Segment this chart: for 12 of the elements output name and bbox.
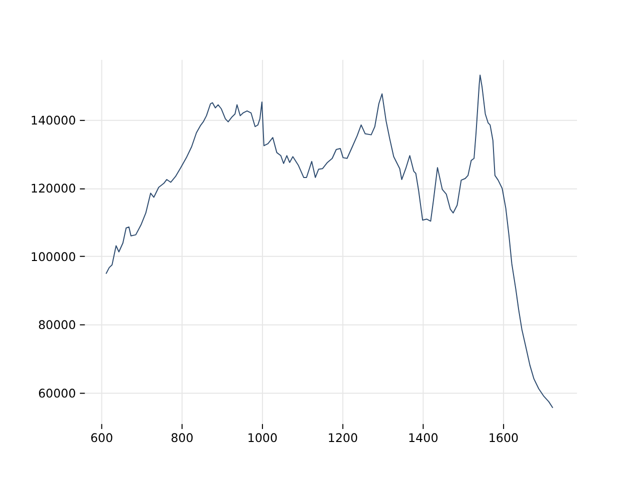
x-tick-label: 1600 — [488, 430, 519, 445]
x-tick-label: 1400 — [408, 430, 438, 445]
x-tick-label: 1200 — [328, 430, 358, 445]
line-series — [106, 74, 554, 408]
x-tick-label: 1000 — [247, 430, 278, 445]
y-tick-label: 120000 — [30, 182, 76, 196]
x-tick-label: 800 — [170, 430, 194, 445]
y-tick-label: 60000 — [38, 386, 76, 400]
y-tick-label: 80000 — [38, 318, 76, 332]
y-tick-label: 140000 — [30, 113, 76, 128]
x-tick-label: 600 — [90, 430, 114, 445]
y-tick-label: 100000 — [30, 250, 76, 264]
